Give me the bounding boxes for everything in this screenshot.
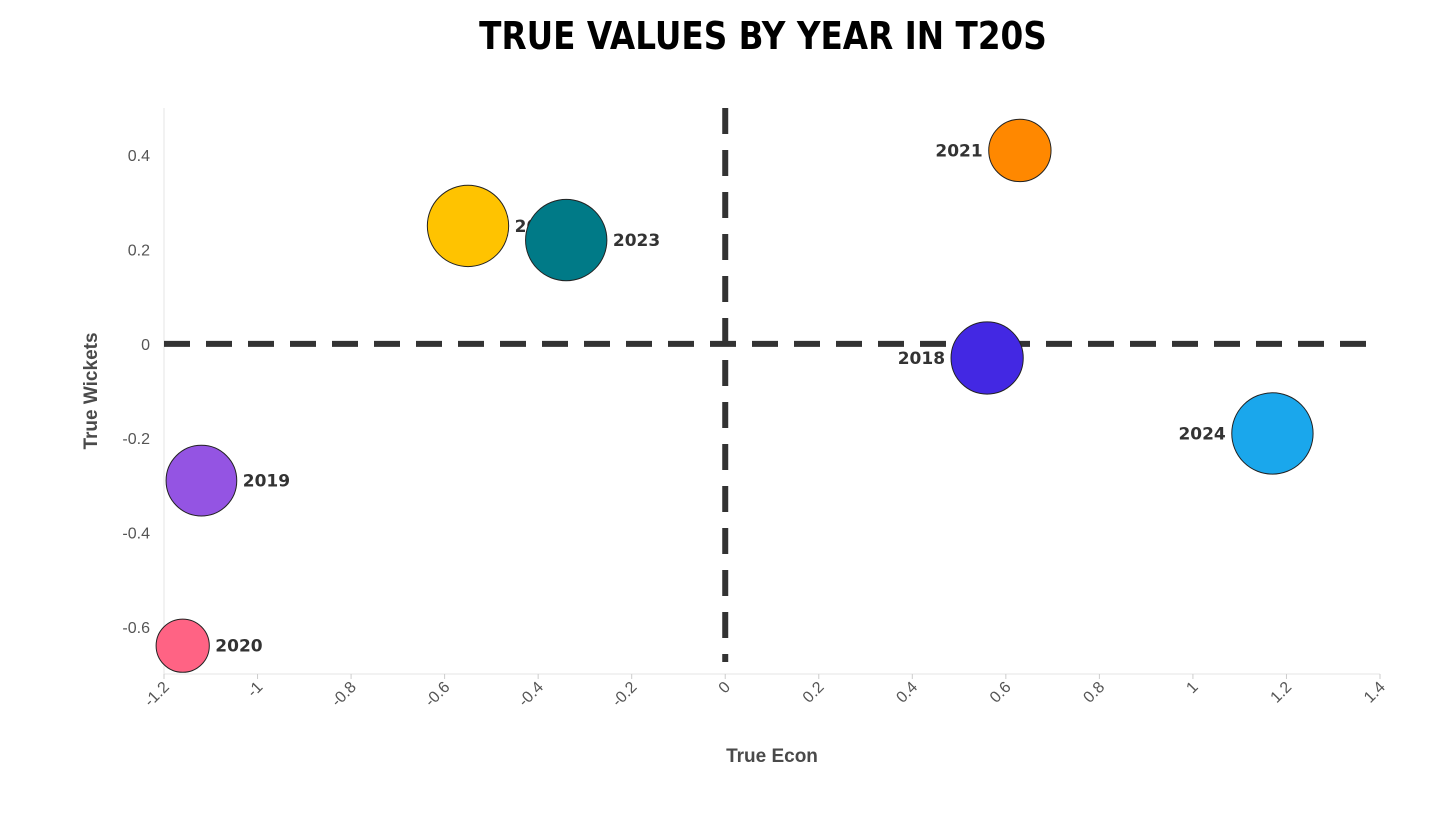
x-tick-label: -0.8 xyxy=(328,679,360,711)
y-axis-title: True Wickets xyxy=(81,332,102,449)
x-tick-label: -0.6 xyxy=(422,679,454,711)
y-tick-label: -0.6 xyxy=(122,620,150,637)
x-tick-labels: -1.2 -1 -0.8 -0.6 -0.4 -0.2 0 0.2 0.4 0.6 0.8 1 1.2 1… xyxy=(141,674,1389,710)
bubble-2023[interactable]: 2023 xyxy=(525,198,662,282)
y-tick-labels: 0.4 0.2 0 -0.2 -0.4 -0.6 xyxy=(122,148,150,637)
y-tick-label: -0.4 xyxy=(122,526,150,543)
bubble-label: 2019 xyxy=(243,472,290,492)
y-tick-label: 0.2 xyxy=(128,243,150,260)
x-tick-label: -1 xyxy=(244,679,266,701)
bubble-2018[interactable]: 2018 xyxy=(896,321,1024,395)
bubble-circle[interactable] xyxy=(155,618,210,673)
bubble-circle[interactable] xyxy=(165,444,238,517)
bubble-2019[interactable]: 2019 xyxy=(165,444,292,517)
x-tick-label: 0.2 xyxy=(800,679,828,707)
x-tick-label: 0.6 xyxy=(987,679,1015,707)
x-tick-label: 0.4 xyxy=(893,679,921,707)
x-tick-label: 1 xyxy=(1183,679,1201,697)
bubble-label: 2024 xyxy=(1178,424,1225,444)
y-tick-label: 0.4 xyxy=(128,148,150,165)
bubble-label: 2023 xyxy=(613,231,660,251)
x-tick-label: 0.8 xyxy=(1080,679,1108,707)
bubble-label: 2020 xyxy=(215,637,262,657)
x-tick-label: 1.4 xyxy=(1361,679,1389,707)
x-axis-title: True Econ xyxy=(726,746,818,767)
data-points: 2018201920202021202220232024 xyxy=(155,118,1314,673)
bubble-2021[interactable]: 2021 xyxy=(934,118,1052,183)
chart-title: True Values by Year in T20s xyxy=(479,14,1047,58)
bubble-2020[interactable]: 2020 xyxy=(155,618,264,673)
bubble-circle[interactable] xyxy=(950,321,1024,395)
x-tick-label: 1.2 xyxy=(1268,679,1296,707)
x-tick-label: 0 xyxy=(716,679,734,697)
bubble-label: 2018 xyxy=(898,349,945,369)
x-tick-label: -1.2 xyxy=(141,679,173,711)
bubble-circle[interactable] xyxy=(525,198,608,282)
y-tick-label: 0 xyxy=(141,337,150,354)
y-tick-label: -0.2 xyxy=(122,431,150,448)
axes xyxy=(163,108,1380,675)
x-tick-label: -0.2 xyxy=(609,679,641,711)
bubble-circle[interactable] xyxy=(1231,392,1314,475)
x-tick-label: -0.4 xyxy=(515,679,547,711)
reference-lines xyxy=(164,108,1380,662)
bubble-circle[interactable] xyxy=(988,118,1052,183)
bubble-2024[interactable]: 2024 xyxy=(1177,392,1314,475)
bubble-label: 2021 xyxy=(935,141,982,161)
bubble-circle[interactable] xyxy=(426,184,510,268)
